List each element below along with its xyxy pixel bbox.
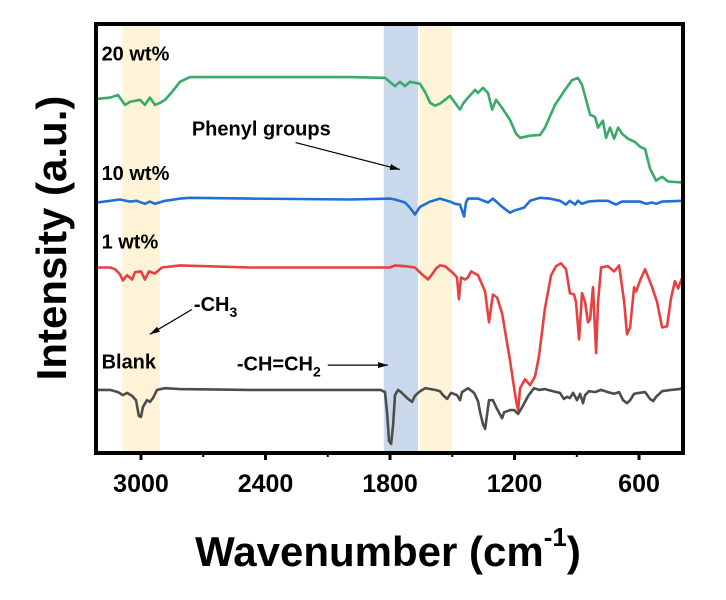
x-tick-label: 1200: [487, 470, 543, 498]
x-tick-label: 600: [618, 470, 660, 498]
phenyl-band: [420, 25, 453, 452]
series-label: 1 wt%: [102, 232, 159, 254]
x-axis-title-sup: -1: [544, 522, 567, 552]
annotation-arrow-phenyl-groups: [295, 141, 401, 171]
annotations: Phenyl groups -CH3 -CH=CH2: [149, 118, 401, 380]
annotation-ch3: -CH3: [194, 294, 238, 320]
annotation-arrow-ch3: [149, 308, 193, 335]
y-axis-title: Intensity (a.u.): [28, 96, 75, 381]
series-label: Blank: [102, 352, 157, 374]
annotation-phenyl-groups: Phenyl groups: [192, 118, 331, 140]
x-axis-title-main: Wavenumber (cm: [195, 528, 544, 575]
x-axis-title-close: ): [567, 528, 581, 575]
series-line-1-wt-: [97, 262, 684, 412]
x-axis-ticks: 3000 2400 1800 1200 600: [113, 453, 660, 498]
series-label: 20 wt%: [102, 43, 170, 65]
series-line-10-wt-: [96, 196, 683, 218]
series-lines: [96, 75, 684, 446]
series-line-blank: [97, 386, 683, 446]
highlight-bands: [122, 25, 453, 452]
x-axis-title: Wavenumber (cm-1): [195, 522, 581, 575]
x-tick-label: 1800: [362, 470, 418, 498]
ch3-band: [122, 25, 160, 452]
series-labels: 20 wt% 10 wt% 1 wt% Blank: [102, 43, 170, 373]
x-tick-label: 2400: [238, 470, 294, 498]
vinyl-band: [383, 25, 419, 452]
annotation-vinyl: -CH=CH2: [237, 354, 321, 380]
x-tick-label: 3000: [113, 470, 169, 498]
series-label: 10 wt%: [102, 163, 170, 185]
series-line-20-wt-: [96, 75, 683, 184]
